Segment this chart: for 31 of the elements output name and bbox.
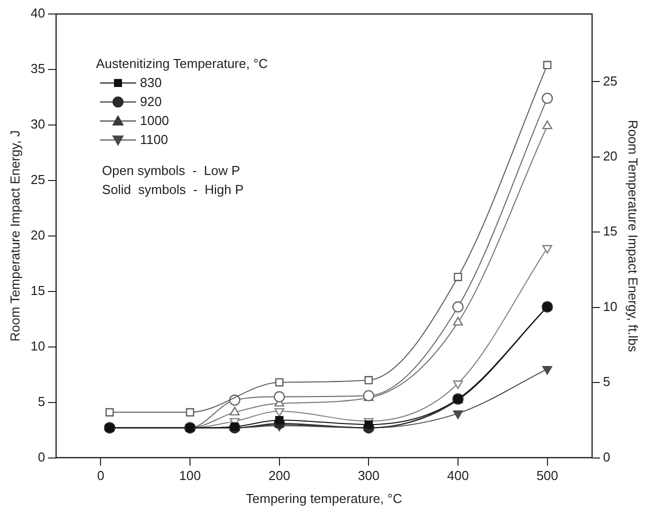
legend-label: 920 (140, 93, 162, 111)
y-tick-label: 30 (30, 116, 46, 132)
annotation: Open symbols - Low P (102, 162, 242, 180)
x-tick-label: 500 (536, 468, 558, 484)
x-tick-label: 200 (268, 468, 290, 484)
y-tick-label: 0 (38, 449, 46, 464)
y-axis-title: Room Temperature Impact Energy, J (7, 130, 22, 342)
legend-label: 1100 (140, 131, 168, 149)
legend-label: 830 (140, 74, 162, 92)
y-tick-label: 20 (30, 227, 46, 242)
y2-tick-label: 15 (602, 224, 618, 239)
y2-tick-label: 5 (602, 374, 610, 390)
legend-title: Austenitizing Temperature, °C (96, 55, 268, 73)
y-tick-label: 5 (38, 394, 46, 409)
x-tick-label: 100 (179, 468, 201, 484)
y-tick-label: 15 (30, 282, 46, 298)
y2-tick-label: 25 (602, 73, 618, 88)
y2-tick-label: 10 (602, 298, 618, 314)
y2-tick-label: 20 (602, 148, 618, 164)
y-tick-label: 10 (30, 338, 46, 354)
y-tick-label: 40 (30, 6, 46, 21)
y-tick-label: 35 (30, 61, 46, 76)
y2-tick-label: 0 (602, 449, 610, 464)
y-tick-label: 25 (30, 172, 46, 188)
legend-label: 1000 (140, 112, 169, 130)
x-axis-title: Tempering temperature, °C (246, 490, 402, 506)
x-tick-label: 0 (97, 468, 104, 484)
x-tick-label: 300 (358, 468, 380, 484)
y2-axis-title: Room Temperature Impact Energy, ft.lbs (626, 120, 641, 352)
x-tick-label: 400 (447, 468, 469, 484)
annotation: Solid symbols - High P (102, 181, 245, 199)
